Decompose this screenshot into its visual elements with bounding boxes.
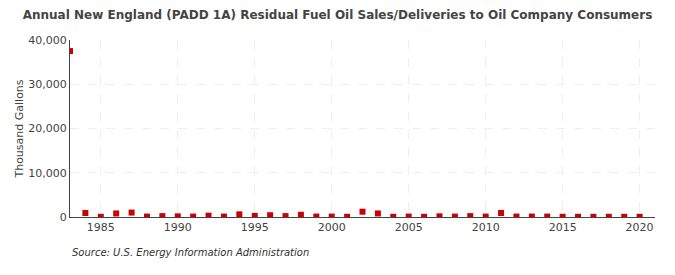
svg-text:Thousand Gallons: Thousand Gallons	[13, 79, 26, 178]
svg-text:1990: 1990	[164, 221, 192, 234]
svg-text:2000: 2000	[318, 221, 346, 234]
svg-text:Source: U.S. Energy Informatio: Source: U.S. Energy Information Administ…	[72, 247, 309, 258]
svg-text:2010: 2010	[472, 221, 500, 234]
svg-text:0: 0	[60, 211, 67, 224]
svg-text:10,000: 10,000	[28, 167, 67, 180]
svg-text:1985: 1985	[87, 221, 115, 234]
svg-text:2005: 2005	[395, 221, 423, 234]
svg-text:1995: 1995	[241, 221, 269, 234]
svg-text:2020: 2020	[626, 221, 654, 234]
svg-text:40,000: 40,000	[28, 34, 67, 47]
svg-text:2015: 2015	[549, 221, 577, 234]
svg-text:30,000: 30,000	[28, 78, 67, 91]
svg-text:20,000: 20,000	[28, 122, 67, 135]
svg-text:Annual New England (PADD 1A) R: Annual New England (PADD 1A) Residual Fu…	[23, 8, 653, 22]
